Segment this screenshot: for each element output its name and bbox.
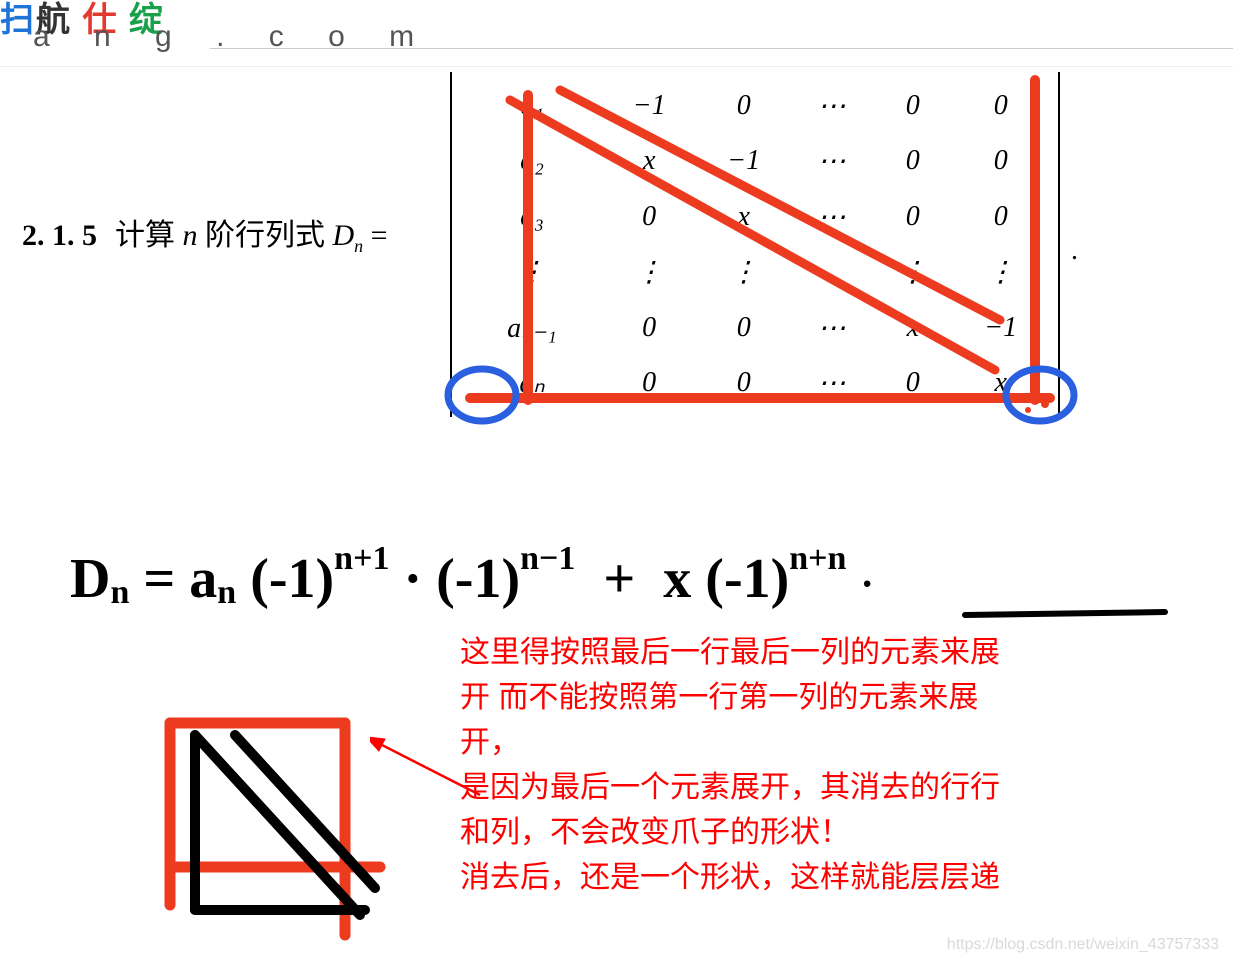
watermark: https://blog.csdn.net/weixin_43757333 (947, 936, 1219, 954)
text: 计算 (115, 219, 183, 252)
matrix-annotation-overlay (440, 60, 1090, 440)
var-D: D (333, 219, 355, 252)
anno-line: 消去后，还是一个形状，这样就能层层递 (460, 855, 1200, 900)
anno-line: 和列，不会改变爪子的形状！ (460, 810, 1200, 855)
eq: = (363, 219, 387, 252)
anno-line: 这里得按照最后一行最后一列的元素来展 (460, 630, 1200, 675)
divider-line (210, 48, 1233, 49)
text: 阶行列式 (198, 219, 333, 252)
anno-line: 是因为最后一个元素展开，其消去的行行 (460, 765, 1200, 810)
anno-line: 开， (460, 720, 1200, 765)
var-n: n (183, 219, 198, 252)
problem-statement: 2. 1. 5 计算 n 阶行列式 Dn = (22, 210, 388, 257)
anno-line: 开 而不能按照第一行第一列的元素来展 (460, 675, 1200, 720)
handwritten-equation: Dn = an (-1)n+1 · (-1)n−1 + x (-1)n+n · (70, 540, 874, 612)
problem-text: 计算 n 阶行列式 Dn = (115, 210, 388, 257)
annotation-text: 这里得按照最后一行最后一列的元素来展 开 而不能按照第一行第一列的元素来展 开，… (460, 630, 1200, 900)
sub-n: n (354, 236, 363, 256)
underline-stroke (960, 600, 1180, 630)
problem-number: 2. 1. 5 (22, 219, 97, 253)
